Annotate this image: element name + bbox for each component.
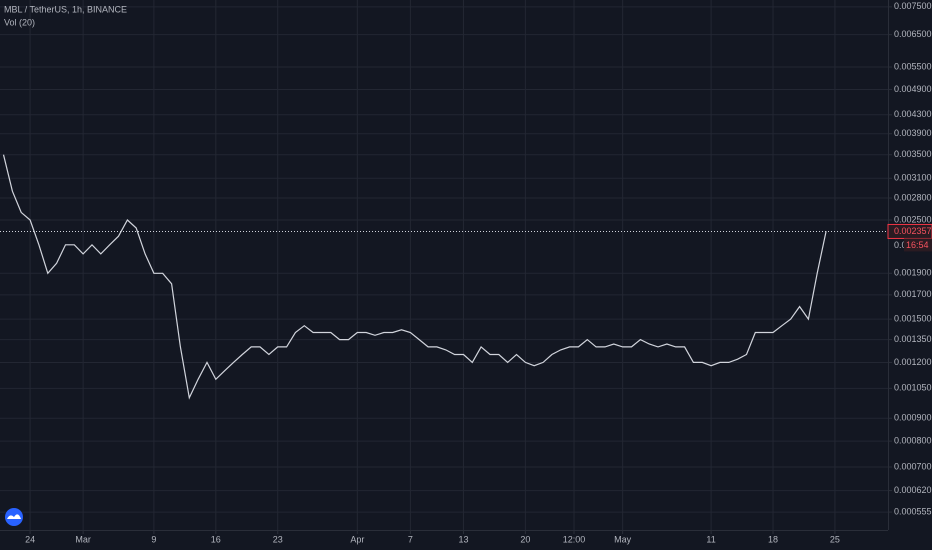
x-tick-label: 16 <box>211 534 221 544</box>
x-tick-label: 7 <box>408 534 413 544</box>
y-tick-label: 0.000620 <box>894 485 932 495</box>
y-tick-label: 0.007500 <box>894 1 932 11</box>
y-tick-label: 0.002800 <box>894 192 932 202</box>
last-price-label: 0.002357 <box>894 226 932 236</box>
x-tick-label: 20 <box>520 534 530 544</box>
price-line <box>2 154 827 400</box>
y-tick-label: 0.000555 <box>894 506 932 516</box>
y-tick-label: 0.001700 <box>894 289 932 299</box>
y-tick-label: 0.003100 <box>894 173 932 183</box>
y-tick-label: 0.000900 <box>894 413 932 423</box>
x-tick-label: 13 <box>458 534 468 544</box>
x-tick-label: May <box>614 534 632 544</box>
x-tick-label: Apr <box>350 534 364 544</box>
y-tick-label: 0.001350 <box>894 334 932 344</box>
countdown-label: 16:54 <box>906 240 929 250</box>
x-tick-label: 11 <box>706 534 715 544</box>
y-tick-label: 0.004900 <box>894 84 932 94</box>
y-tick-label: 0.000800 <box>894 435 932 445</box>
grid <box>0 0 888 530</box>
y-tick-label: 0.006500 <box>894 29 932 39</box>
y-tick-label: 0.001200 <box>894 357 932 367</box>
y-tick-label: 0.000700 <box>894 461 932 471</box>
x-tick-label: 12:00 <box>563 534 586 544</box>
x-tick-label: 9 <box>151 534 156 544</box>
y-tick-label: 0.001900 <box>894 268 932 278</box>
y-tick-label: 0.005500 <box>894 61 932 71</box>
y-tick-label: 0.003500 <box>894 149 932 159</box>
x-tick-label: 18 <box>768 534 778 544</box>
y-tick-label: 0.002500 <box>894 214 932 224</box>
countdown-box <box>904 238 932 252</box>
y-tick-label: 0.004300 <box>894 109 932 119</box>
indicator-label: Vol (20) <box>4 17 35 27</box>
symbol-title: MBL / TetherUS, 1h, BINANCE <box>4 4 127 14</box>
x-tick-label: 25 <box>830 534 840 544</box>
y-tick-label: 0.003900 <box>894 128 932 138</box>
countdown-prefix: 0.0 <box>894 240 907 250</box>
x-tick-label: Mar <box>75 534 91 544</box>
logo-icon <box>7 514 21 519</box>
y-tick-label: 0.001050 <box>894 383 932 393</box>
x-tick-label: 24 <box>25 534 35 544</box>
x-tick-label: 23 <box>273 534 283 544</box>
y-tick-label: 0.001500 <box>894 314 932 324</box>
